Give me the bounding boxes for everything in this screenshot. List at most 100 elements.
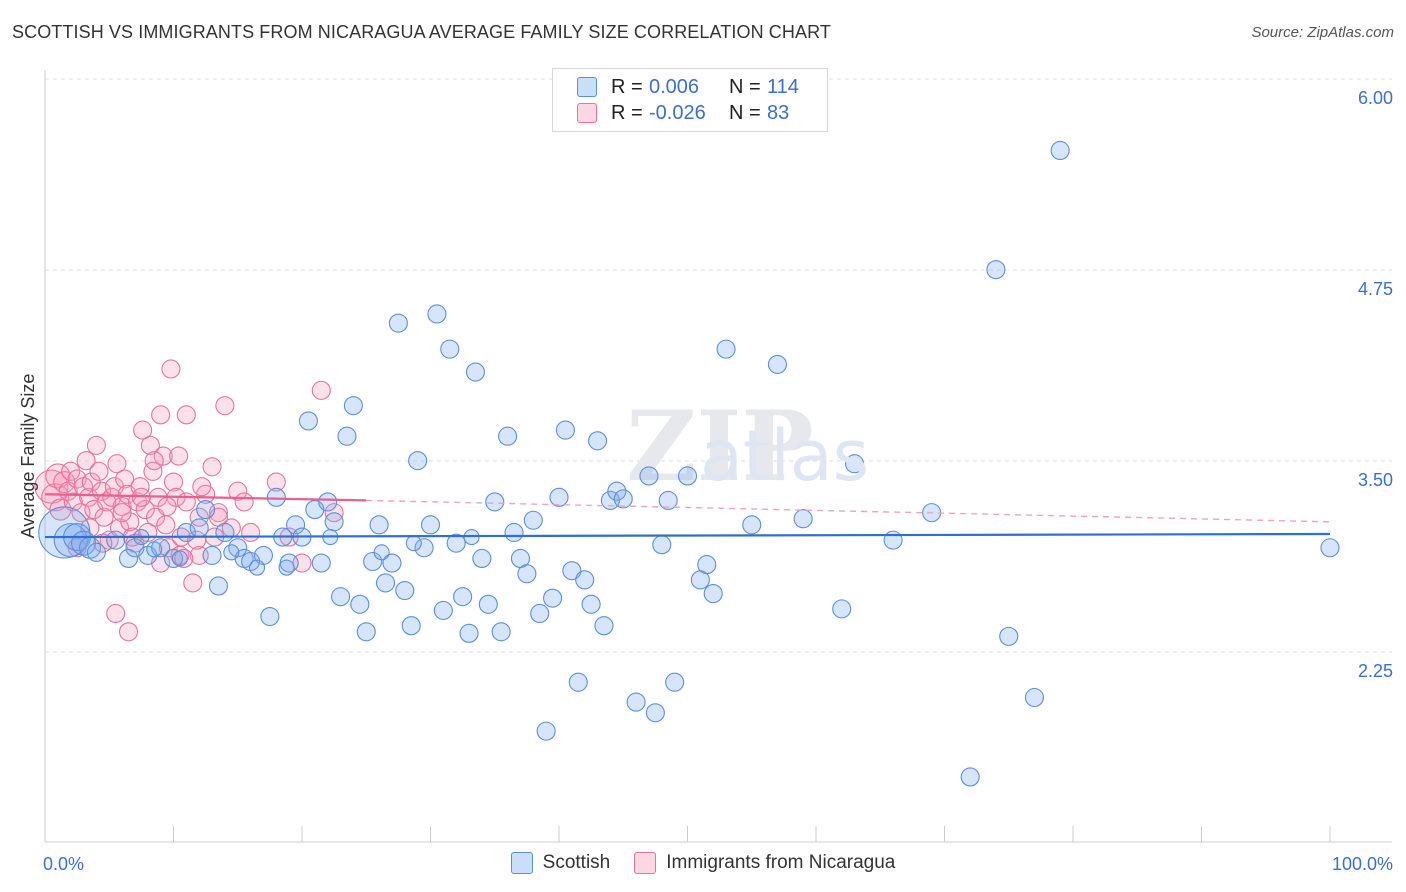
point-nicaragua	[174, 548, 194, 569]
point-scottish	[427, 304, 447, 324]
y-axis-label: Average Family Size	[18, 374, 38, 539]
point-scottish	[330, 587, 351, 607]
point-scottish	[86, 542, 106, 562]
point-nicaragua	[53, 471, 76, 494]
point-nicaragua	[41, 483, 70, 512]
point-scottish	[999, 626, 1019, 646]
point-scottish	[549, 487, 569, 507]
point-nicaragua	[118, 622, 139, 642]
point-scottish	[286, 515, 306, 535]
series-legend: Scottish Immigrants from Nicaragua	[0, 852, 1406, 874]
legend-item-scottish[interactable]: Scottish	[510, 852, 611, 874]
legend-row-nicaragua: R = -0.026 N = 83	[577, 100, 789, 126]
legend-r-value: 0.006	[649, 75, 700, 98]
y-tick-label: 3.50	[1358, 470, 1393, 490]
point-scottish	[223, 544, 240, 561]
trend-lines	[44, 493, 1331, 539]
point-nicaragua	[106, 603, 126, 624]
axes	[44, 70, 1392, 843]
point-scottish	[118, 548, 139, 569]
point-scottish	[343, 396, 363, 416]
point-scottish	[504, 522, 524, 543]
point-scottish	[960, 767, 980, 787]
point-scottish	[832, 599, 852, 619]
point-nicaragua	[112, 496, 132, 517]
point-scottish	[146, 541, 163, 558]
point-scottish	[472, 548, 492, 569]
point-nicaragua	[215, 396, 235, 416]
point-scottish	[645, 703, 665, 723]
point-scottish	[587, 431, 608, 451]
legend-swatch-scottish	[510, 852, 533, 874]
point-scottish	[555, 420, 575, 440]
point-scottish	[405, 535, 422, 552]
point-nicaragua	[112, 503, 132, 523]
x-tick-label: 0.0%	[43, 854, 84, 874]
point-scottish	[318, 492, 338, 512]
point-nicaragua	[94, 507, 114, 527]
point-scottish	[607, 481, 627, 501]
watermark-atlas: atlas	[700, 415, 869, 497]
point-scottish	[420, 515, 441, 535]
point-scottish	[433, 600, 453, 620]
point-scottish	[408, 451, 428, 471]
point-nicaragua	[311, 380, 331, 400]
point-scottish	[478, 594, 498, 614]
legend-swatch-scottish	[577, 77, 597, 97]
point-nicaragua	[183, 573, 203, 593]
point-scottish	[844, 454, 865, 474]
point-scottish	[363, 551, 383, 572]
trend-nicaragua-extension	[366, 499, 1331, 523]
point-scottish	[536, 721, 556, 741]
legend-n-label: N =	[729, 101, 761, 124]
point-scottish	[163, 548, 184, 569]
point-scottish	[491, 622, 511, 642]
point-scottish	[171, 550, 188, 567]
point-scottish	[260, 606, 280, 627]
legend-n-value: 83	[767, 101, 790, 124]
point-nicaragua	[67, 469, 87, 489]
point-scottish	[388, 313, 408, 333]
trend-nicaragua	[44, 493, 367, 502]
legend-item-nicaragua[interactable]: Immigrants from Nicaragua	[634, 852, 895, 874]
point-scottish	[543, 588, 563, 608]
legend-label-scottish: Scottish	[542, 852, 611, 873]
point-scottish	[298, 411, 318, 431]
point-scottish	[485, 492, 505, 512]
point-nicaragua	[156, 515, 176, 535]
y-tick-label: 2.25	[1358, 661, 1393, 681]
point-scottish	[697, 555, 717, 575]
point-nicaragua	[140, 435, 160, 455]
point-scottish	[266, 487, 286, 507]
point-nicaragua	[163, 472, 184, 492]
point-scottish	[382, 553, 402, 573]
point-scottish	[1050, 140, 1070, 161]
legend-n-label: N =	[729, 75, 761, 98]
point-scottish	[324, 512, 344, 532]
point-scottish	[446, 533, 466, 553]
point-nicaragua	[202, 457, 222, 477]
point-scottish	[337, 426, 357, 446]
point-nicaragua	[133, 420, 153, 440]
point-nicaragua	[192, 477, 212, 497]
legend-r-label: R =	[611, 101, 643, 124]
point-scottish	[703, 584, 723, 604]
point-scottish	[208, 576, 229, 596]
point-nicaragua	[176, 492, 196, 512]
trend-scottish	[44, 532, 1331, 539]
legend-swatch-nicaragua	[577, 103, 597, 123]
point-scottish	[594, 616, 614, 636]
point-scottish	[530, 603, 550, 624]
point-scottish	[356, 622, 376, 642]
point-nicaragua	[234, 492, 254, 512]
axis-labels: 2.25 3.50 4.75 6.00 0.0% 100.0% Average Family…	[18, 88, 1393, 874]
point-nicaragua	[107, 454, 127, 474]
grid	[45, 78, 1392, 653]
point-nicaragua	[189, 507, 209, 527]
point-nicaragua	[144, 451, 164, 471]
data-points	[34, 140, 1340, 787]
point-scottish	[196, 500, 216, 520]
point-scottish	[453, 587, 473, 607]
stats-legend: R = 0.006 N = 114 R = -0.026 N = 83	[552, 68, 828, 132]
